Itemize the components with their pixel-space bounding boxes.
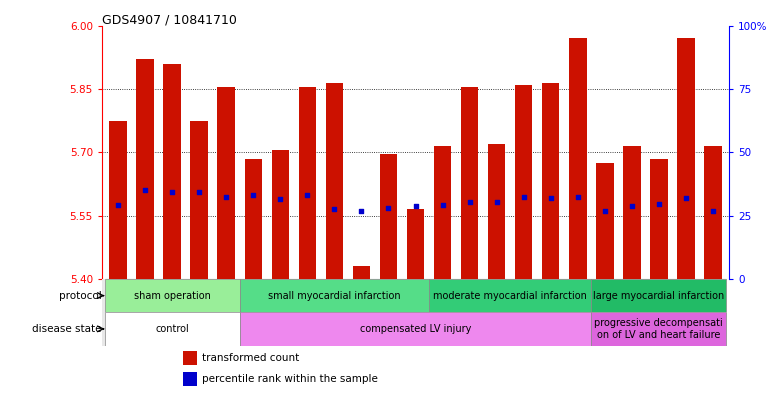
Bar bbox=[379, 154, 397, 279]
Point bbox=[490, 199, 503, 205]
Bar bbox=[183, 372, 198, 386]
Bar bbox=[245, 159, 262, 279]
Bar bbox=[104, 312, 240, 345]
Point bbox=[274, 196, 287, 202]
Bar bbox=[163, 64, 181, 279]
Bar bbox=[488, 144, 506, 279]
Point bbox=[572, 193, 584, 200]
Point bbox=[652, 201, 665, 207]
Point bbox=[328, 206, 341, 213]
Point bbox=[166, 189, 179, 196]
Point bbox=[544, 195, 557, 201]
Point bbox=[383, 205, 395, 211]
Bar bbox=[650, 159, 668, 279]
Bar bbox=[434, 146, 452, 279]
Point bbox=[193, 189, 205, 196]
Bar bbox=[591, 312, 727, 345]
Bar bbox=[591, 279, 727, 312]
Text: protocol: protocol bbox=[59, 290, 101, 301]
Text: disease state: disease state bbox=[32, 324, 101, 334]
Point bbox=[301, 191, 314, 198]
Bar bbox=[191, 121, 208, 279]
Point bbox=[409, 203, 422, 209]
Bar bbox=[183, 351, 198, 365]
Text: large myocardial infarction: large myocardial infarction bbox=[593, 290, 724, 301]
Bar bbox=[623, 146, 641, 279]
Bar bbox=[325, 83, 343, 279]
Bar bbox=[461, 87, 478, 279]
Bar bbox=[704, 146, 722, 279]
Text: small myocardial infarction: small myocardial infarction bbox=[268, 290, 401, 301]
Bar bbox=[109, 121, 127, 279]
Bar bbox=[271, 150, 289, 279]
Bar bbox=[104, 279, 240, 312]
Point bbox=[247, 191, 260, 198]
Point bbox=[112, 202, 125, 208]
Bar bbox=[596, 163, 614, 279]
Point bbox=[436, 202, 448, 208]
Text: transformed count: transformed count bbox=[202, 353, 299, 363]
Point bbox=[517, 193, 530, 200]
Bar bbox=[240, 279, 429, 312]
Point bbox=[463, 199, 476, 205]
Point bbox=[220, 193, 233, 200]
Text: progressive decompensati
on of LV and heart failure: progressive decompensati on of LV and he… bbox=[594, 318, 723, 340]
Text: GDS4907 / 10841710: GDS4907 / 10841710 bbox=[102, 14, 237, 27]
Point bbox=[355, 208, 368, 214]
Bar bbox=[240, 312, 591, 345]
Bar bbox=[407, 209, 424, 279]
Text: control: control bbox=[155, 324, 189, 334]
Bar bbox=[542, 83, 560, 279]
Point bbox=[139, 187, 151, 193]
Text: moderate myocardial infarction: moderate myocardial infarction bbox=[434, 290, 587, 301]
Text: sham operation: sham operation bbox=[134, 290, 211, 301]
Point bbox=[598, 208, 611, 214]
Bar bbox=[677, 38, 695, 279]
Point bbox=[626, 203, 638, 209]
Point bbox=[706, 208, 719, 214]
Bar bbox=[299, 87, 316, 279]
Bar bbox=[515, 84, 532, 279]
Bar bbox=[217, 87, 235, 279]
Bar bbox=[569, 38, 586, 279]
Text: compensated LV injury: compensated LV injury bbox=[360, 324, 471, 334]
Bar bbox=[136, 59, 154, 279]
Bar bbox=[429, 279, 591, 312]
Text: percentile rank within the sample: percentile rank within the sample bbox=[202, 374, 378, 384]
Bar bbox=[353, 266, 370, 279]
Point bbox=[680, 195, 692, 201]
